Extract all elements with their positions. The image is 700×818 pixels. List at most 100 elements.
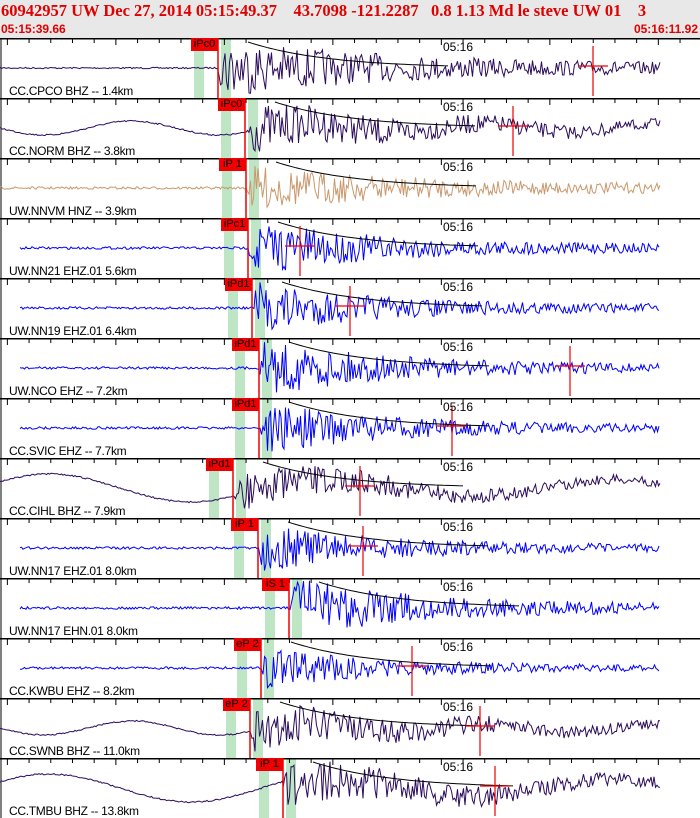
trace-panel[interactable]: iP 1 05:16 UW.NNVM HNZ -- 3.9km xyxy=(0,158,700,218)
pick-label[interactable]: iPc0 xyxy=(218,98,245,111)
arrival-window-band xyxy=(251,218,261,278)
trace-panel[interactable]: iPd1 05:16 CC.CIHL BHZ -- 7.9km xyxy=(0,458,700,518)
event-title: 60942957 UW Dec 27, 2014 05:15:49.37 43.… xyxy=(1,1,647,20)
trace-panel[interactable]: iPd1 05:16 UW.NN19 EHZ.01 6.4km xyxy=(0,278,700,338)
event-header: 60942957 UW Dec 27, 2014 05:15:49.37 43.… xyxy=(0,0,700,38)
waveform xyxy=(0,761,661,809)
arrival-window-band xyxy=(262,398,272,458)
time-mark-label: 05:16 xyxy=(443,340,474,354)
waveform xyxy=(0,104,661,153)
station-label: CC.CPCO BHZ -- 1.4km xyxy=(9,84,134,98)
trace-panel[interactable]: iPd1 05:16 CC.SVIC EHZ -- 7.7km xyxy=(0,398,700,458)
time-mark-label: 05:16 xyxy=(443,400,474,414)
station-label: CC.SWNB BHZ -- 11.0km xyxy=(9,744,140,758)
waveform xyxy=(0,165,661,209)
coda-decay-curve xyxy=(318,581,520,607)
coda-decay-curve xyxy=(274,101,476,127)
waveform xyxy=(19,226,660,272)
coda-decay-curve xyxy=(312,761,514,787)
waveform xyxy=(19,407,660,452)
waveform xyxy=(0,466,661,509)
station-label: UW.NN17 EHN.01 8.0km xyxy=(9,624,138,638)
trace-panel[interactable]: iPd1 05:16 UW.NCO EHZ -- 7.2km xyxy=(0,338,700,398)
window-start-time: 05:15:39.66 xyxy=(1,22,66,36)
arrival-window-band xyxy=(255,278,265,338)
time-mark-label: 05:16 xyxy=(443,760,474,774)
waveform xyxy=(19,282,660,331)
arrival-window-band xyxy=(264,638,274,698)
pick-label[interactable]: iPd1 xyxy=(225,278,252,291)
time-mark-label: 05:16 xyxy=(443,100,474,114)
arrival-window-band xyxy=(209,458,219,518)
arrival-window-band xyxy=(248,98,258,158)
waveform xyxy=(19,580,660,628)
time-mark-label: 05:16 xyxy=(443,40,474,54)
coda-decay-curve xyxy=(281,281,483,307)
coda-decay-curve xyxy=(290,641,492,667)
arrival-window-band xyxy=(261,518,271,578)
time-mark-label: 05:16 xyxy=(443,700,474,714)
pick-label[interactable]: iPc0 xyxy=(191,38,218,51)
arrival-window-band xyxy=(236,458,246,518)
arrival-window-band xyxy=(226,698,236,758)
arrival-window-band xyxy=(221,98,231,158)
waveform xyxy=(19,342,660,393)
arrival-window-band xyxy=(253,698,263,758)
trace-panel[interactable]: iPc1 05:16 UW.NN21 EHZ.01 5.6km xyxy=(0,218,700,278)
coda-decay-curve xyxy=(288,341,490,367)
pick-label[interactable]: iP 1 xyxy=(219,158,246,171)
pick-label[interactable]: eP 2 xyxy=(234,638,261,651)
coda-decay-curve xyxy=(247,41,449,67)
coda-decay-curve xyxy=(287,521,489,547)
coda-decay-curve xyxy=(275,161,477,187)
pick-label[interactable]: iPd1 xyxy=(206,458,233,471)
coda-decay-curve xyxy=(262,461,464,487)
station-label: CC.TMBU BHZ -- 13.8km xyxy=(9,804,139,818)
time-mark-label: 05:16 xyxy=(443,460,474,474)
waveform xyxy=(0,47,661,94)
pick-label[interactable]: iP 1 xyxy=(256,758,283,771)
pick-label[interactable]: iPd1 xyxy=(232,338,259,351)
trace-panel[interactable]: iP 1 05:16 CC.TMBU BHZ -- 13.8km xyxy=(0,758,700,818)
arrival-window-band xyxy=(286,758,296,818)
pick-label[interactable]: iPd1 xyxy=(232,398,259,411)
trace-panel[interactable]: iP 1 05:16 UW.NN17 EHZ.01 8.0km xyxy=(0,518,700,578)
seismogram-panels: iPc0 05:16 CC.CPCO BHZ -- 1.4km iPc0 05:16 CC… xyxy=(0,38,700,818)
station-label: UW.NCO EHZ -- 7.2km xyxy=(9,384,128,398)
window-end-time: 05:16:11.92 xyxy=(633,22,698,36)
station-label: CC.KWBU EHZ -- 8.2km xyxy=(9,684,135,698)
coda-decay-curve xyxy=(279,701,481,727)
arrival-window-band xyxy=(259,758,269,818)
station-label: UW.NN19 EHZ.01 6.4km xyxy=(9,324,137,338)
coda-decay-curve xyxy=(288,401,490,427)
waveform xyxy=(0,704,661,752)
time-mark-label: 05:16 xyxy=(443,220,474,234)
time-mark-label: 05:16 xyxy=(443,280,474,294)
trace-panel[interactable]: iPc0 05:16 CC.NORM BHZ -- 3.8km xyxy=(0,98,700,158)
waveform xyxy=(19,528,660,571)
arrival-window-band xyxy=(235,398,245,458)
arrival-window-band xyxy=(234,518,244,578)
arrival-window-band xyxy=(237,638,247,698)
trace-panel[interactable]: iS 1 05:16 UW.NN17 EHN.01 8.0km xyxy=(0,578,700,638)
waveform xyxy=(20,649,660,690)
station-label: UW.NNVM HNZ -- 3.9km xyxy=(9,204,137,218)
station-label: UW.NN17 EHZ.01 8.0km xyxy=(9,564,137,578)
time-mark-label: 05:16 xyxy=(443,640,474,654)
arrival-window-band xyxy=(292,578,302,638)
time-mark-label: 05:16 xyxy=(443,520,474,534)
trace-panel[interactable]: eP 2 05:16 CC.SWNB BHZ -- 11.0km xyxy=(0,698,700,758)
station-label: UW.NN21 EHZ.01 5.6km xyxy=(9,264,137,278)
station-label: CC.CIHL BHZ -- 7.9km xyxy=(9,504,126,518)
pick-label[interactable]: eP 2 xyxy=(223,698,250,711)
trace-panel[interactable]: eP 2 05:16 CC.KWBU EHZ -- 8.2km xyxy=(0,638,700,698)
time-mark-label: 05:16 xyxy=(443,160,474,174)
station-label: CC.SVIC EHZ -- 7.7km xyxy=(9,444,127,458)
pick-label[interactable]: iPc1 xyxy=(221,218,248,231)
pick-label[interactable]: iS 1 xyxy=(262,578,289,591)
pick-label[interactable]: iP 1 xyxy=(231,518,258,531)
station-label: CC.NORM BHZ -- 3.8km xyxy=(9,144,136,158)
coda-decay-curve xyxy=(277,221,479,247)
trace-panel[interactable]: iPc0 05:16 CC.CPCO BHZ -- 1.4km xyxy=(0,38,700,98)
arrival-window-band xyxy=(262,338,272,398)
